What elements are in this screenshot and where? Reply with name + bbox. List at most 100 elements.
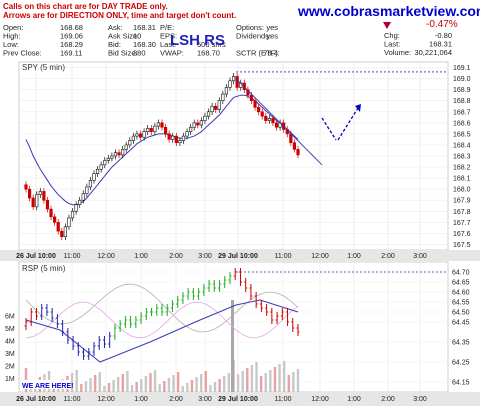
candle-body [253,100,257,108]
rsp-tick-label: 64.70 [452,270,470,277]
volume-bar [144,376,148,392]
quote-label: Low: [3,40,19,49]
candle-body [78,199,82,205]
candle-body [210,105,214,113]
candle-body [153,125,157,132]
time-tick-label: 11:00 [275,396,292,403]
quote-value: 169.06 [60,32,83,41]
candle-body [274,122,279,128]
candle-body [171,135,175,140]
candle-body [53,216,57,223]
price-tick-label: 169.1 [453,65,471,72]
candle-body [60,230,64,238]
quote-label: Prev Close: [3,49,42,58]
volume-tick-label: 6M [5,314,15,321]
price-y-axis: 167.5 167.6 167.7 167.8 167.9 168.0 168.1 168.2… [453,65,471,249]
time-tick-label: 11:00 [64,253,81,260]
price-tick-label: 168.9 [453,87,471,94]
quote-value: -0.80 [435,31,452,40]
candle-body [156,122,161,127]
candle-body [178,140,182,144]
volume-bar [209,385,212,392]
candle-body [42,191,46,201]
candle-body [103,160,107,166]
quote-label: SCTR (ETF): [236,49,280,58]
candle-body [31,197,35,208]
time-tick-label: 2:00 [169,253,183,260]
candle-body [27,188,32,199]
overlay-line [25,283,299,333]
quote-value: 78.4 [263,49,278,58]
volume-bar [112,380,115,392]
candle-body [38,191,42,196]
candle-body [63,226,67,238]
quote-value: yes [266,23,278,32]
candle-body [149,128,153,132]
time-tick-label: 29 Jul 10:00 [218,396,258,403]
candle-body [292,142,297,150]
volume-bar [181,386,184,392]
down-triangle-icon [383,22,391,29]
candle-body [221,93,225,102]
candle-body [128,140,132,146]
quote-label: Chg: [384,31,400,40]
candle-body [224,87,229,95]
quote-label: Dividends: [236,32,271,41]
volume-bar [107,383,111,392]
candle-body [214,105,218,110]
time-tick-label: 11:00 [64,396,81,403]
price-tick-label: 168.4 [453,142,471,149]
quote-label: P/E: [160,23,174,32]
volume-bar [241,371,244,392]
candle-body [49,208,53,218]
volume-bar [98,372,101,392]
overlay-line [25,301,299,339]
down-arrow-icon [321,117,337,141]
volume-bar [278,364,281,392]
rsp-tick-label: 64.55 [452,300,470,307]
candle-body [74,204,78,212]
volume-bar [195,377,198,392]
candle-body [189,126,193,132]
price-tick-label: 167.9 [453,198,471,205]
candle-body [67,217,71,228]
volume-bar [167,378,171,392]
volume-bar [218,379,221,392]
time-axis-bottom: 26 Jul 10:00 11:00 12:00 1:00 2:00 3:00 29 Jul… [16,396,427,403]
candle-body [163,126,168,135]
volume-bar [282,361,286,392]
time-tick-label: 2:00 [381,396,395,403]
candle-body [192,122,196,128]
volume-bar [273,367,277,392]
time-tick-label: 3:00 [198,253,212,260]
volume-bar [89,378,92,392]
candle-body [92,173,96,181]
candle-body [135,133,139,137]
price-tick-label: 167.8 [453,209,471,216]
candle-body [131,135,135,141]
candle-body [138,133,143,138]
time-tick-label: 1:00 [134,396,148,403]
price-tick-label: 168.5 [453,131,471,138]
volume-bar [130,385,134,392]
website-link[interactable]: www.cobrasmarketview.com [297,3,480,19]
quote-label: EPS: [160,32,177,41]
rsp-tick-label: 64.45 [452,320,470,327]
time-tick-label: 1:00 [347,253,361,260]
volume-bar [223,376,226,392]
candle-body [45,199,50,210]
quote-value: 10 [133,32,141,41]
volume-bar [246,368,249,392]
volume-bar [213,382,217,392]
price-tick-label: 168.3 [453,154,471,161]
time-tick-label: 12:00 [97,253,115,260]
price-marks [24,71,448,241]
candle-body [121,149,125,156]
time-tick-label: 3:00 [413,396,427,403]
quote-label: VWAP: [160,49,184,58]
volume-bar [292,372,295,392]
volume-bar [190,380,194,392]
candle-body [296,149,300,156]
title-overlay: LSH RS [170,32,225,49]
quote-value: 380 [133,49,146,58]
